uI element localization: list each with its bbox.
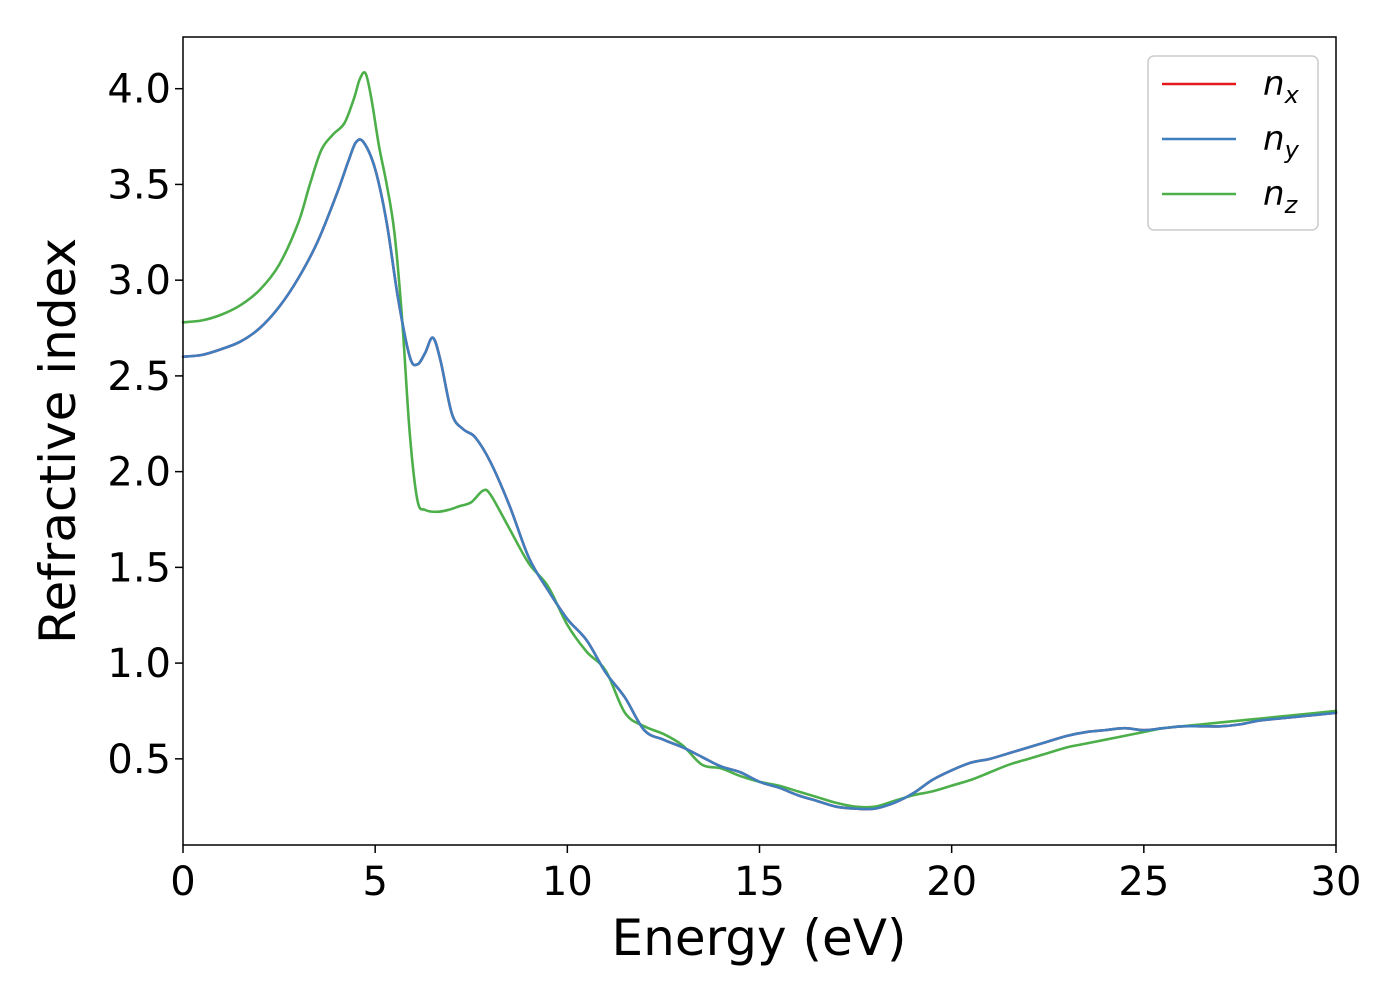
legend-label-subscript: x — [1284, 81, 1300, 109]
x-tick-label: 15 — [734, 859, 785, 905]
series-layer — [181, 71, 1338, 811]
legend-box — [1147, 55, 1319, 231]
legend-label-nz: nz — [1263, 174, 1299, 219]
y-tick-label: 2.0 — [107, 450, 171, 496]
legend-label-subscript: z — [1284, 191, 1299, 219]
legend-label-nx: nx — [1263, 64, 1300, 109]
x-tick-label: 0 — [170, 859, 195, 905]
legend-label-subscript: y — [1284, 136, 1300, 164]
y-tick-label: 2.5 — [107, 354, 171, 400]
y-tick-label: 0.5 — [107, 737, 171, 783]
legend-label-main: n — [1263, 119, 1285, 159]
x-tick-label: 20 — [926, 859, 977, 905]
legend-label-main: n — [1263, 64, 1285, 104]
legend-label-main: n — [1263, 174, 1285, 214]
x-tick-label: 25 — [1118, 859, 1169, 905]
series-line-ny — [181, 138, 1338, 811]
y-tick-label: 3.5 — [107, 162, 171, 208]
x-tick-label: 5 — [362, 859, 387, 905]
y-tick-label: 4.0 — [107, 67, 171, 113]
y-axis-label: Refractive index — [29, 238, 87, 644]
y-tick-label: 1.0 — [107, 641, 171, 687]
series-line-nz — [181, 71, 1338, 809]
legend-label-ny: ny — [1263, 119, 1300, 164]
y-axis-ticks: 0.5 1.0 1.5 2.0 2.5 3.0 3.5 4.0 — [107, 67, 183, 783]
x-tick-label: 10 — [542, 859, 593, 905]
x-axis-ticks: 0 5 10 15 20 25 30 — [170, 845, 1361, 905]
x-axis-label: Energy (eV) — [612, 909, 907, 967]
series-line-nx — [181, 138, 1338, 811]
x-tick-label: 30 — [1311, 859, 1362, 905]
y-tick-label: 1.5 — [107, 545, 171, 591]
y-tick-label: 3.0 — [107, 258, 171, 304]
